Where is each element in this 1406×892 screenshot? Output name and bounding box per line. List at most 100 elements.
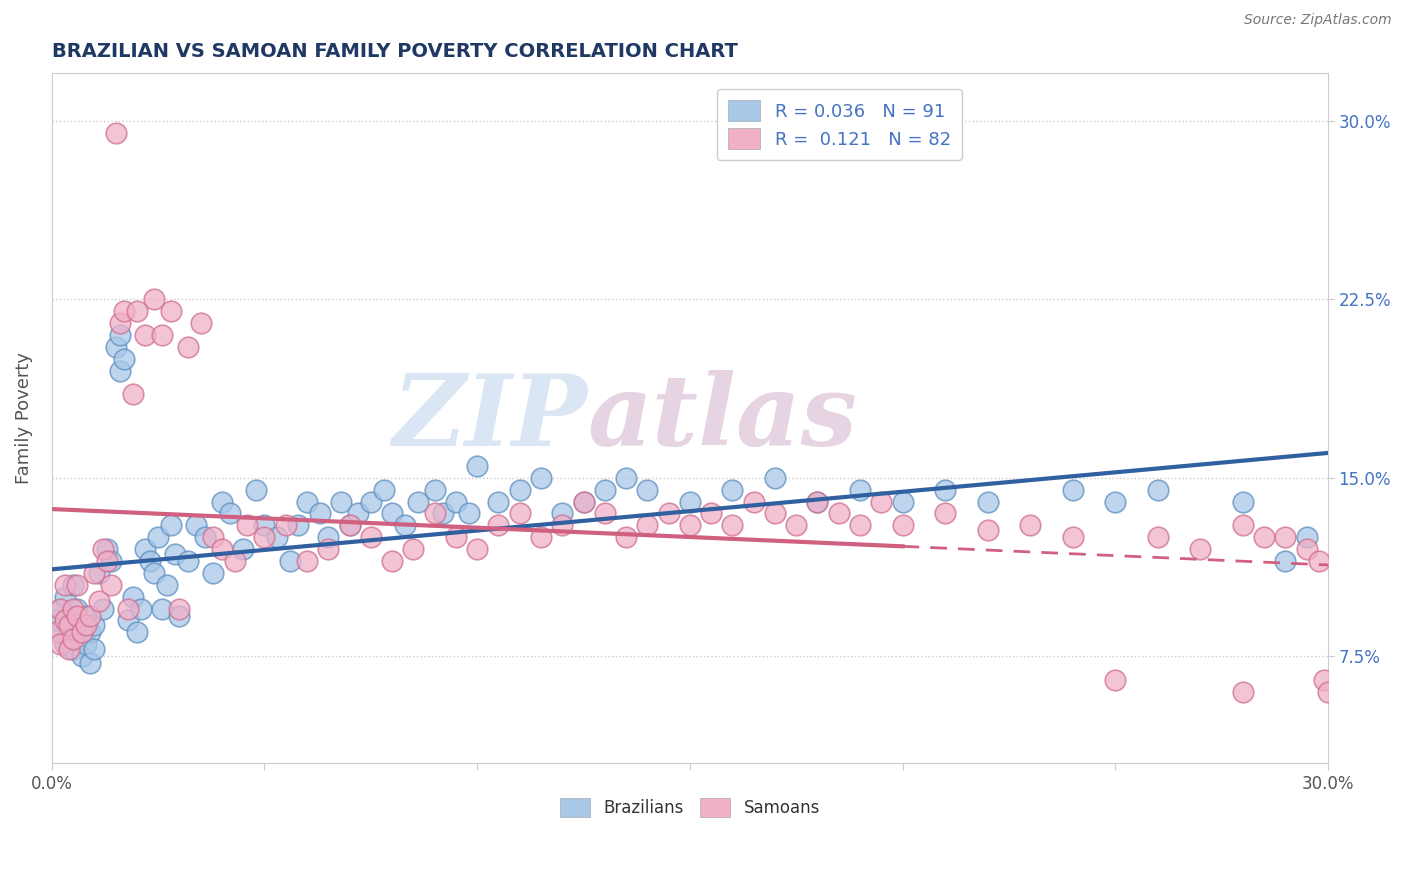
- Point: [1232, 494, 1254, 508]
- Point: [45, 625, 67, 640]
- Point: [125, 304, 148, 318]
- Point: [146, 530, 169, 544]
- Point: [169, 608, 191, 623]
- Point: [211, 542, 233, 557]
- Point: [870, 494, 893, 508]
- Point: [381, 554, 404, 568]
- Point: [253, 530, 276, 544]
- Point: [658, 507, 681, 521]
- Point: [49, 601, 72, 615]
- Point: [62, 601, 84, 615]
- Point: [763, 471, 786, 485]
- Point: [194, 530, 217, 544]
- Point: [316, 542, 339, 557]
- Point: [53, 637, 76, 651]
- Point: [551, 518, 574, 533]
- Point: [636, 483, 658, 497]
- Point: [53, 614, 76, 628]
- Point: [62, 632, 84, 647]
- Point: [58, 618, 80, 632]
- Point: [79, 608, 101, 623]
- Point: [150, 328, 173, 343]
- Point: [96, 554, 118, 568]
- Point: [186, 518, 208, 533]
- Point: [530, 471, 553, 485]
- Point: [138, 554, 160, 568]
- Point: [1312, 673, 1334, 687]
- Point: [700, 507, 723, 521]
- Point: [108, 328, 131, 343]
- Point: [308, 507, 330, 521]
- Point: [432, 507, 454, 521]
- Point: [58, 642, 80, 657]
- Point: [87, 594, 110, 608]
- Point: [232, 542, 254, 557]
- Point: [70, 618, 93, 632]
- Point: [806, 494, 828, 508]
- Point: [49, 637, 72, 651]
- Point: [721, 483, 744, 497]
- Point: [66, 608, 89, 623]
- Point: [316, 530, 339, 544]
- Point: [423, 483, 446, 497]
- Point: [79, 625, 101, 640]
- Point: [330, 494, 353, 508]
- Point: [976, 494, 998, 508]
- Point: [373, 483, 395, 497]
- Point: [1274, 554, 1296, 568]
- Point: [1146, 530, 1168, 544]
- Point: [75, 608, 97, 623]
- Point: [91, 542, 114, 557]
- Point: [75, 637, 97, 651]
- Point: [593, 483, 616, 497]
- Point: [49, 601, 72, 615]
- Y-axis label: Family Poverty: Family Poverty: [15, 352, 32, 484]
- Point: [572, 494, 595, 508]
- Point: [66, 632, 89, 647]
- Point: [177, 554, 200, 568]
- Point: [66, 578, 89, 592]
- Point: [100, 554, 122, 568]
- Point: [96, 542, 118, 557]
- Point: [444, 530, 467, 544]
- Point: [160, 518, 183, 533]
- Point: [1295, 530, 1317, 544]
- Point: [134, 542, 156, 557]
- Point: [62, 578, 84, 592]
- Point: [1104, 494, 1126, 508]
- Point: [1253, 530, 1275, 544]
- Point: [891, 494, 914, 508]
- Point: [509, 507, 531, 521]
- Point: [828, 507, 851, 521]
- Point: [202, 530, 225, 544]
- Point: [87, 566, 110, 580]
- Point: [465, 542, 488, 557]
- Point: [1308, 554, 1330, 568]
- Legend: Brazilians, Samoans: Brazilians, Samoans: [553, 791, 827, 824]
- Point: [117, 601, 139, 615]
- Point: [287, 518, 309, 533]
- Point: [100, 578, 122, 592]
- Point: [45, 614, 67, 628]
- Point: [406, 494, 429, 508]
- Point: [465, 458, 488, 473]
- Point: [360, 530, 382, 544]
- Point: [79, 657, 101, 671]
- Point: [75, 618, 97, 632]
- Point: [62, 642, 84, 657]
- Point: [58, 608, 80, 623]
- Point: [1189, 542, 1212, 557]
- Point: [295, 494, 318, 508]
- Point: [394, 518, 416, 533]
- Point: [91, 601, 114, 615]
- Point: [70, 625, 93, 640]
- Point: [169, 601, 191, 615]
- Point: [155, 578, 177, 592]
- Point: [785, 518, 807, 533]
- Point: [104, 340, 127, 354]
- Point: [891, 518, 914, 533]
- Point: [202, 566, 225, 580]
- Point: [1274, 530, 1296, 544]
- Point: [679, 494, 702, 508]
- Point: [976, 523, 998, 537]
